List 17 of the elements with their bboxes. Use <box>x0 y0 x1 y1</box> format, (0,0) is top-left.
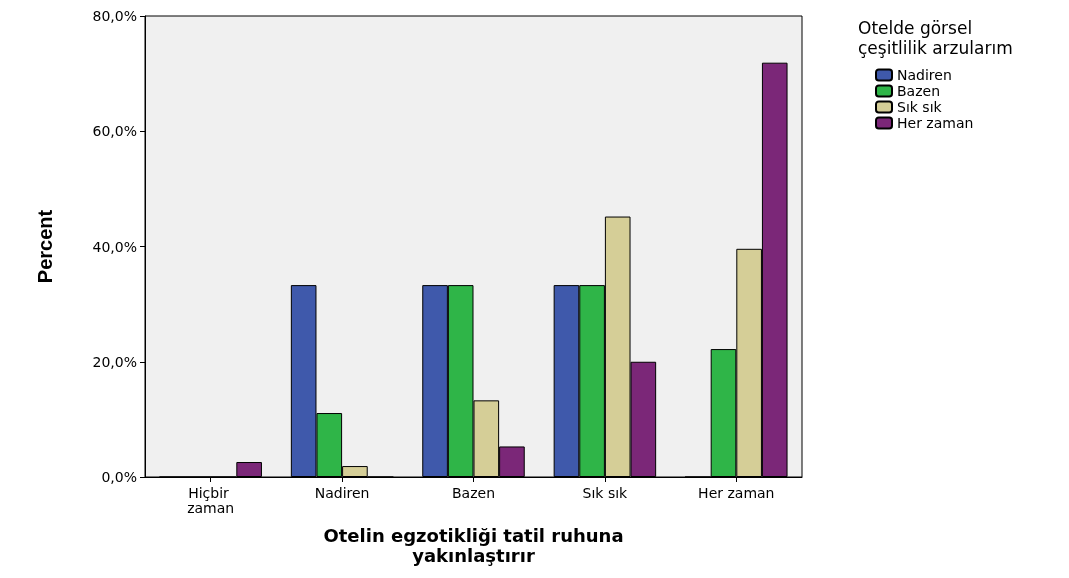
x-tick-label: Bazen <box>451 484 496 501</box>
y-tick-label: 80,0% <box>92 8 137 24</box>
legend-label: Her zaman <box>897 115 974 131</box>
legend-title: Otelde görsel çeşitlilik arzularım <box>858 18 1013 58</box>
x-tick-label: Her zaman <box>698 484 775 501</box>
y-tick-label: 40,0% <box>92 238 137 255</box>
legend-label: Bazen <box>897 83 941 99</box>
x-tick-label: Hiçbir zaman <box>187 484 235 516</box>
y-tick-label: 0,0% <box>101 469 137 485</box>
legend-label: Nadiren <box>897 67 952 83</box>
y-tick-label: 60,0% <box>92 123 137 140</box>
y-axis-title: Percent <box>34 209 56 284</box>
legend-label: Sık sık <box>897 99 943 115</box>
x-axis-title: Otelin egzotikliği tatil ruhuna yakınlaştırır <box>323 524 624 566</box>
y-tick-label: 20,0% <box>92 353 137 370</box>
x-tick-label: Sık sık <box>582 484 629 501</box>
x-tick-label: Nadiren <box>314 484 370 501</box>
